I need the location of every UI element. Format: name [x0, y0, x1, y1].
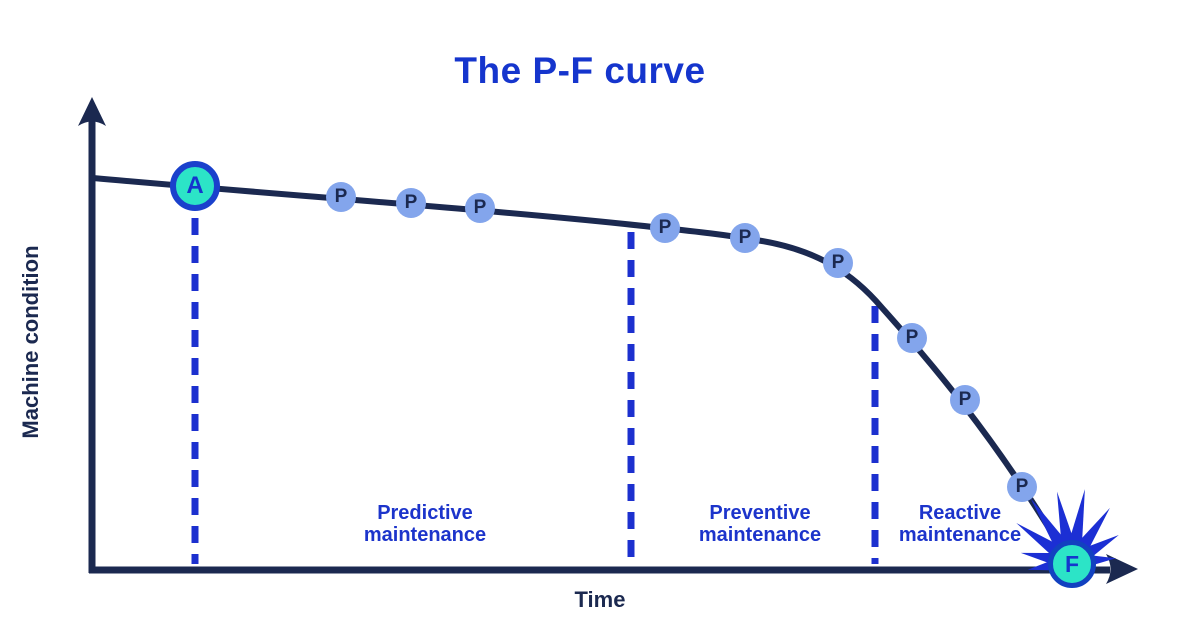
potential-failure-point: P — [650, 213, 680, 243]
potential-failure-point: P — [730, 223, 760, 253]
region-label-reactive: Reactive maintenance — [898, 502, 1022, 546]
y-axis-arrow-icon — [78, 97, 106, 126]
region-label-preventive: Preventive maintenance — [698, 502, 822, 546]
point-f-marker: F — [1048, 540, 1096, 588]
point-f-label: F — [1064, 550, 1080, 577]
region-label-predictive: Predictive maintenance — [363, 502, 487, 546]
potential-failure-point: P — [465, 193, 495, 223]
potential-failure-point: P — [950, 385, 980, 415]
potential-failure-point: P — [396, 188, 426, 218]
point-a-marker: A — [170, 161, 220, 211]
page-title: The P-F curve — [454, 50, 706, 91]
point-a-label: A — [186, 172, 204, 199]
potential-failure-point: P — [823, 248, 853, 278]
potential-failure-point: P — [897, 323, 927, 353]
potential-failure-point: P — [1007, 472, 1037, 502]
x-axis-label: Time — [574, 587, 626, 612]
x-axis-arrow-icon — [1106, 554, 1138, 584]
potential-failure-point: P — [326, 182, 356, 212]
y-axis-label: Machine condition — [18, 245, 43, 439]
pf-curve-line — [90, 175, 1069, 559]
